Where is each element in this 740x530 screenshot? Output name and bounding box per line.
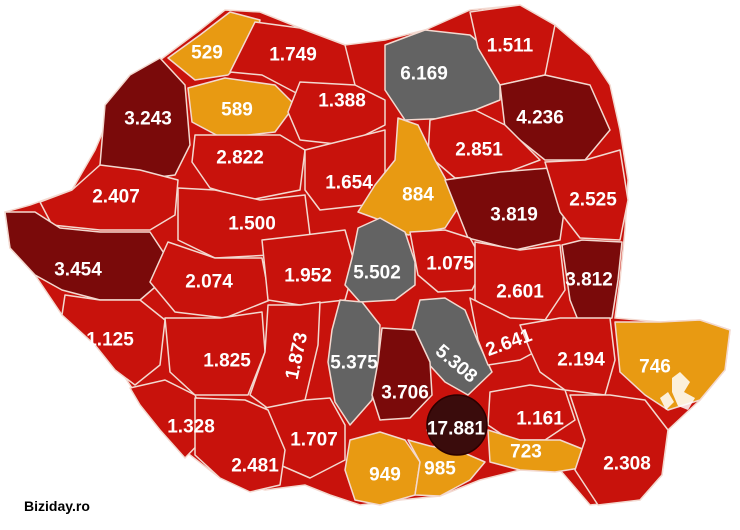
county-value: 1.825	[203, 351, 251, 372]
county-value: 2.308	[603, 454, 651, 475]
county-value: 1.749	[269, 45, 317, 66]
county-value: 2.822	[216, 148, 264, 169]
county-value: 3.454	[54, 260, 102, 281]
county-value: 1.707	[290, 430, 338, 451]
county-value: 1.125	[86, 330, 134, 351]
county-value: 2.194	[557, 350, 605, 371]
county-value: 2.525	[569, 190, 617, 211]
county-region	[357, 117, 461, 236]
county-value: 6.169	[400, 64, 448, 85]
county-region	[327, 299, 381, 426]
county-region	[194, 397, 286, 493]
county-region	[344, 217, 416, 303]
delta-detail	[672, 372, 695, 410]
county-region	[371, 327, 433, 421]
county-value: 529	[191, 43, 223, 64]
county-region	[614, 319, 731, 411]
county-value: 2.481	[231, 456, 279, 477]
county-value: 1.075	[426, 254, 474, 275]
county-value: 884	[402, 185, 434, 206]
county-region	[561, 239, 623, 326]
county-value: 985	[424, 459, 456, 480]
county-region	[61, 294, 166, 386]
county-value: 2.851	[455, 140, 503, 161]
county-region	[149, 241, 271, 319]
county-value: 17.881	[427, 419, 486, 440]
county-region	[569, 394, 669, 506]
county-region	[39, 164, 179, 231]
county-value: 2.407	[92, 187, 140, 208]
county-value: 1.328	[167, 417, 215, 438]
county-value: 3.812	[565, 270, 613, 291]
county-value: 2.601	[496, 282, 544, 303]
source-credit: Biziday.ro	[24, 498, 90, 514]
county-value: 3.819	[490, 205, 538, 226]
county-region	[384, 29, 501, 121]
county-value: 2.074	[185, 272, 233, 293]
county-value: 5.502	[353, 263, 401, 284]
county-region	[264, 397, 346, 479]
county-value: 723	[510, 442, 542, 463]
county-region	[187, 77, 296, 139]
county-region	[544, 149, 629, 241]
value-labels: 529 1.749 6.169 1.511 3.243 589 1.388 4.…	[54, 36, 671, 486]
county-value: 949	[369, 465, 401, 486]
county-value: 1.388	[318, 91, 366, 112]
county-value: 746	[639, 357, 671, 378]
county-value: 3.243	[124, 109, 172, 130]
county-value: 4.236	[516, 108, 564, 129]
county-region	[164, 311, 266, 396]
county-value: 1.654	[325, 173, 373, 194]
bucharest-circle	[426, 394, 488, 456]
county-region	[487, 384, 576, 441]
delta-detail	[660, 392, 674, 410]
county-value: 3.706	[381, 383, 429, 404]
county-value: 1.161	[516, 409, 564, 430]
county-value: 5.375	[330, 353, 378, 374]
county-value: 1.500	[228, 214, 276, 235]
county-value: 1.952	[284, 266, 332, 287]
county-region	[191, 134, 306, 201]
county-value: 1.511	[487, 36, 534, 57]
county-value: 589	[221, 100, 253, 121]
county-region	[444, 167, 566, 251]
